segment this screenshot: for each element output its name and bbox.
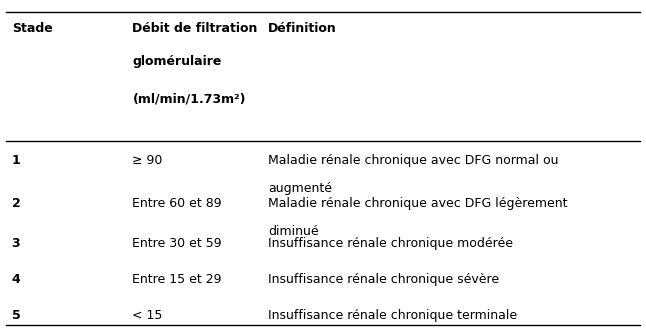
Text: 3: 3 bbox=[12, 237, 20, 250]
Text: 4: 4 bbox=[12, 273, 21, 286]
Text: Insuffisance rénale chronique modérée: Insuffisance rénale chronique modérée bbox=[268, 237, 513, 250]
Text: Débit de filtration: Débit de filtration bbox=[132, 22, 258, 34]
Text: Stade: Stade bbox=[12, 22, 52, 34]
Text: (ml/min/1.73m²): (ml/min/1.73m²) bbox=[132, 93, 246, 106]
Text: Insuffisance rénale chronique sévère: Insuffisance rénale chronique sévère bbox=[268, 273, 499, 286]
Text: 2: 2 bbox=[12, 197, 21, 210]
Text: 1: 1 bbox=[12, 154, 21, 167]
Text: Entre 60 et 89: Entre 60 et 89 bbox=[132, 197, 222, 210]
Text: Maladie rénale chronique avec DFG normal ou: Maladie rénale chronique avec DFG normal… bbox=[268, 154, 559, 167]
Text: glomérulaire: glomérulaire bbox=[132, 55, 222, 68]
Text: Entre 30 et 59: Entre 30 et 59 bbox=[132, 237, 222, 250]
Text: diminué: diminué bbox=[268, 225, 318, 238]
Text: 5: 5 bbox=[12, 309, 21, 322]
Text: ≥ 90: ≥ 90 bbox=[132, 154, 163, 167]
Text: Insuffisance rénale chronique terminale: Insuffisance rénale chronique terminale bbox=[268, 309, 517, 322]
Text: Entre 15 et 29: Entre 15 et 29 bbox=[132, 273, 222, 286]
Text: < 15: < 15 bbox=[132, 309, 163, 322]
Text: augmenté: augmenté bbox=[268, 182, 332, 195]
Text: Maladie rénale chronique avec DFG légèrement: Maladie rénale chronique avec DFG légère… bbox=[268, 197, 568, 210]
Text: Définition: Définition bbox=[268, 22, 337, 34]
